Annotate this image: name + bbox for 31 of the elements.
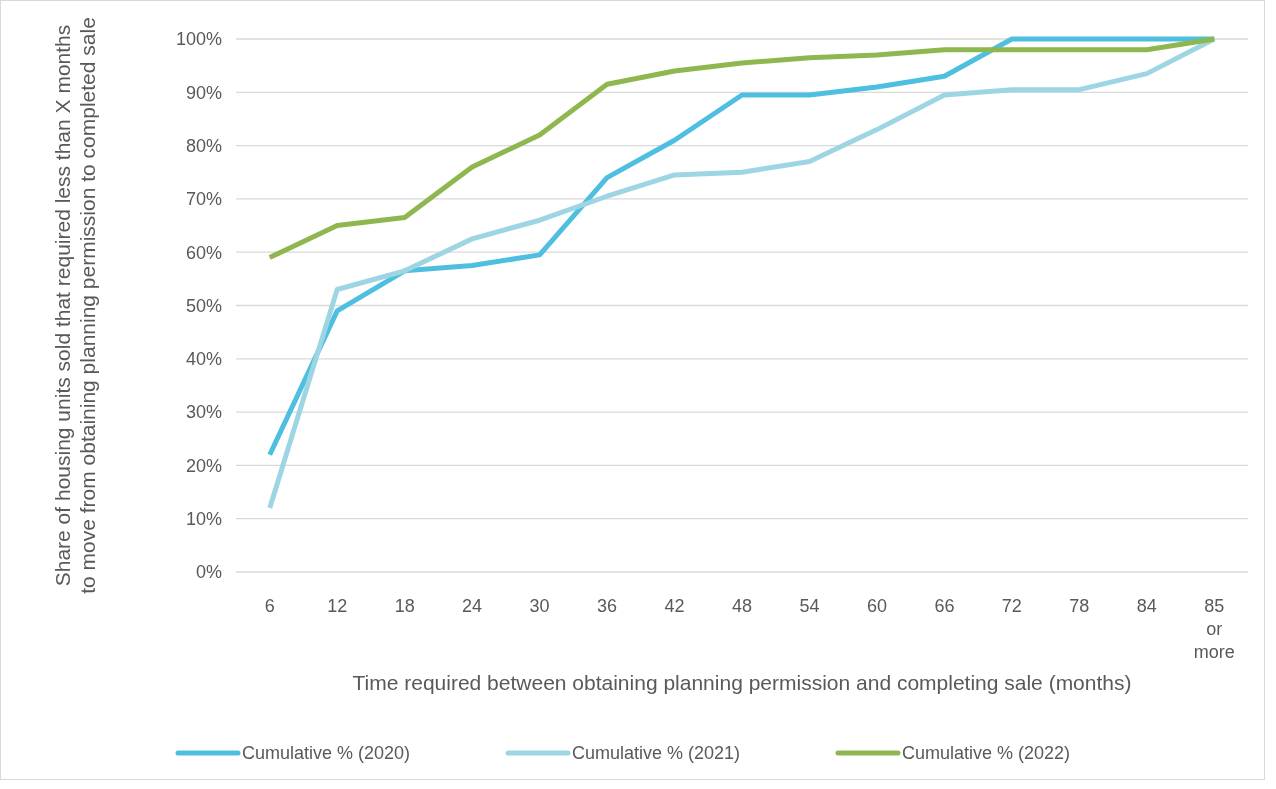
x-tick-label: 84 — [1136, 596, 1157, 616]
legend-label: Cumulative % (2020) — [242, 743, 411, 764]
x-tick-label: 30 — [529, 596, 550, 616]
legend-label: Cumulative % (2021) — [572, 743, 741, 764]
y-tick-label: 70% — [185, 189, 222, 210]
y-tick-label: 20% — [185, 455, 222, 476]
y-tick-label: 50% — [185, 295, 222, 316]
x-tick-label: 60 — [866, 596, 887, 616]
x-tick-label: 6 — [264, 596, 275, 616]
x-tick-label: 24 — [462, 596, 483, 616]
x-tick-label: 12 — [327, 596, 348, 616]
y-tick-label: 100% — [175, 29, 222, 50]
x-tick-label: 78 — [1069, 596, 1090, 616]
x-tick-label: 72 — [1001, 596, 1022, 616]
y-tick-label: 10% — [185, 509, 222, 529]
y-tick-label: 30% — [185, 402, 222, 423]
y-tick-label: 40% — [185, 349, 222, 370]
x-tick-label: 36 — [597, 596, 618, 616]
x-tick-label: 18 — [394, 596, 415, 616]
x-tick-label: 42 — [664, 596, 685, 616]
y-tick-label: 0% — [195, 562, 222, 583]
y-axis-title: Share of housing units sold that required less than X months to move from obtaining planning permission to completed sale — [51, 17, 99, 594]
x-tick-label: 54 — [799, 596, 820, 616]
y-tick-label: 60% — [185, 242, 222, 263]
legend-label: Cumulative % (2022) — [902, 743, 1071, 764]
x-tick-label: 48 — [731, 596, 753, 616]
x-axis-title: Time required between obtaining planning permission and completing sale (months) — [352, 671, 1132, 694]
x-tick-label: 66 — [934, 596, 955, 616]
x-tick-label: 85 or more — [1193, 596, 1235, 662]
y-tick-label: 80% — [185, 135, 222, 156]
y-tick-label: 90% — [185, 82, 222, 103]
